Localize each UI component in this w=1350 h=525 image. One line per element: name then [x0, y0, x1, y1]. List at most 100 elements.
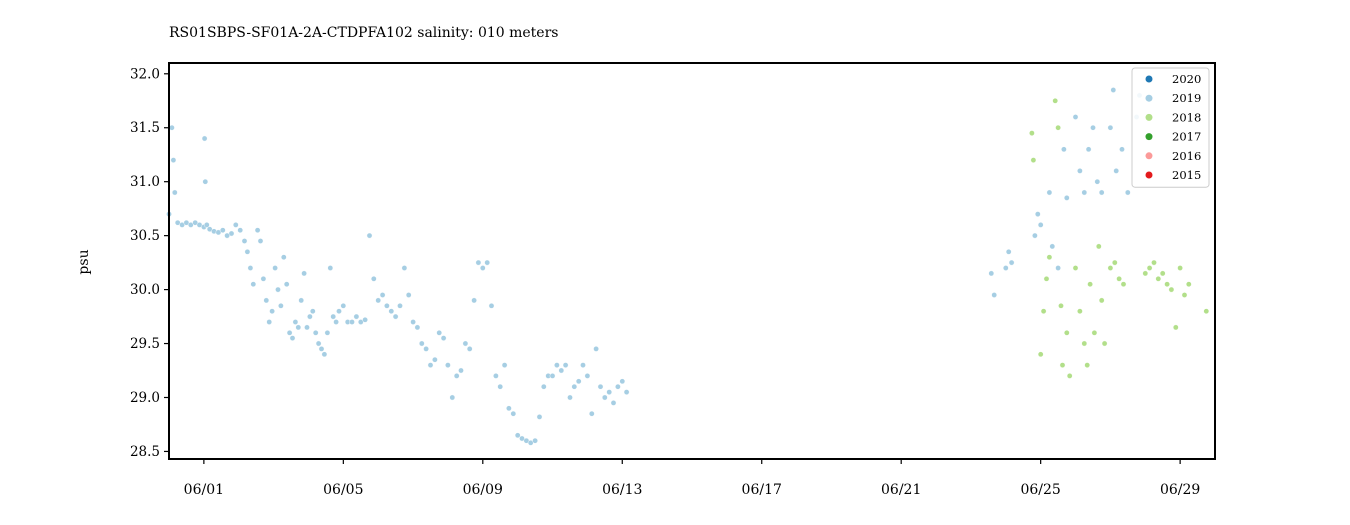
data-point: [327, 265, 334, 271]
data-point: [254, 227, 261, 233]
data-point: [1055, 265, 1061, 271]
data-point: [349, 319, 355, 325]
data-point: [401, 265, 408, 271]
data-point: [1085, 146, 1092, 153]
data-point: [475, 259, 482, 266]
data-point: [1181, 292, 1188, 298]
data-point: [1061, 146, 1067, 153]
data-point: [366, 232, 373, 239]
data-point: [462, 340, 469, 347]
legend-marker-2019: [1145, 94, 1153, 102]
data-point: [1003, 265, 1009, 271]
data-point: [1035, 211, 1041, 217]
data-point: [991, 292, 998, 298]
data-point: [219, 227, 226, 233]
data-point: [307, 313, 313, 320]
data-point: [278, 302, 284, 309]
data-point: [1177, 265, 1183, 271]
data-point: [257, 238, 264, 244]
legend-marker-2020: [1145, 75, 1153, 83]
data-point: [418, 340, 425, 347]
y-tick-label: 31.0: [130, 174, 160, 190]
x-tick-label: 06/09: [463, 482, 503, 498]
data-point: [202, 178, 209, 185]
data-point: [250, 281, 257, 288]
data-point: [330, 313, 337, 320]
data-point: [215, 229, 222, 236]
data-point: [589, 410, 595, 417]
data-point: [1164, 281, 1170, 288]
data-point: [1173, 324, 1179, 331]
data-point: [309, 308, 316, 315]
data-point: [375, 297, 382, 304]
legend-marker-2017: [1145, 133, 1153, 141]
legend-label-2019: 2019: [1172, 91, 1201, 105]
legend-marker-2016: [1145, 152, 1153, 160]
y-tick-label: 32.0: [130, 66, 160, 82]
data-points: [166, 87, 1210, 446]
data-point: [283, 281, 290, 288]
data-point: [1066, 373, 1073, 379]
data-point: [1119, 146, 1125, 153]
data-point: [1081, 340, 1088, 347]
data-point: [1159, 270, 1166, 277]
data-point: [203, 222, 210, 228]
data-point: [423, 346, 429, 352]
data-point: [1008, 259, 1015, 266]
data-point: [280, 254, 287, 261]
data-point: [1030, 157, 1037, 163]
data-point: [1107, 124, 1114, 131]
data-point: [260, 275, 267, 282]
data-point: [1052, 98, 1058, 104]
data-point: [1029, 130, 1035, 136]
y-tick-label: 28.5: [130, 444, 160, 460]
data-point: [440, 335, 447, 341]
data-point: [388, 308, 395, 315]
data-point: [340, 302, 347, 309]
data-point: [1155, 275, 1162, 282]
y-tick-label: 29.0: [130, 390, 160, 406]
data-point: [272, 265, 278, 271]
data-point: [324, 329, 331, 336]
data-point: [623, 389, 630, 395]
data-point: [510, 410, 517, 417]
data-point: [1058, 302, 1064, 309]
data-point: [410, 319, 416, 325]
data-point: [1046, 189, 1053, 196]
data-point: [1037, 351, 1044, 358]
data-point: [187, 222, 194, 228]
data-point: [292, 319, 299, 325]
legend-label-2018: 2018: [1172, 110, 1201, 124]
data-point: [315, 340, 322, 347]
legend-label-2015: 2015: [1172, 168, 1201, 182]
data-point: [558, 367, 565, 374]
data-point: [405, 292, 412, 298]
data-point: [362, 316, 368, 323]
legend-label-2017: 2017: [1172, 130, 1201, 144]
data-point: [237, 227, 243, 233]
data-point: [606, 389, 613, 395]
data-point: [597, 383, 604, 390]
data-point: [304, 324, 310, 331]
legend-marker-2018: [1145, 113, 1153, 121]
data-point: [1151, 259, 1157, 266]
x-tick-label: 06/29: [1160, 482, 1200, 498]
data-point: [1110, 87, 1117, 93]
data-point: [289, 335, 296, 341]
x-tick-label: 06/05: [323, 482, 363, 498]
data-point: [392, 313, 399, 320]
data-point: [321, 351, 328, 358]
data-point: [584, 373, 591, 379]
data-point: [497, 383, 504, 390]
data-point: [1168, 286, 1175, 293]
data-point: [536, 414, 543, 420]
data-point: [232, 222, 239, 228]
data-point: [615, 383, 621, 390]
x-tick-label: 06/21: [881, 482, 921, 498]
data-point: [247, 265, 254, 271]
data-point: [549, 373, 556, 379]
data-point: [471, 297, 477, 304]
data-point: [514, 432, 521, 439]
data-point: [541, 383, 547, 390]
data-point: [1091, 329, 1098, 336]
